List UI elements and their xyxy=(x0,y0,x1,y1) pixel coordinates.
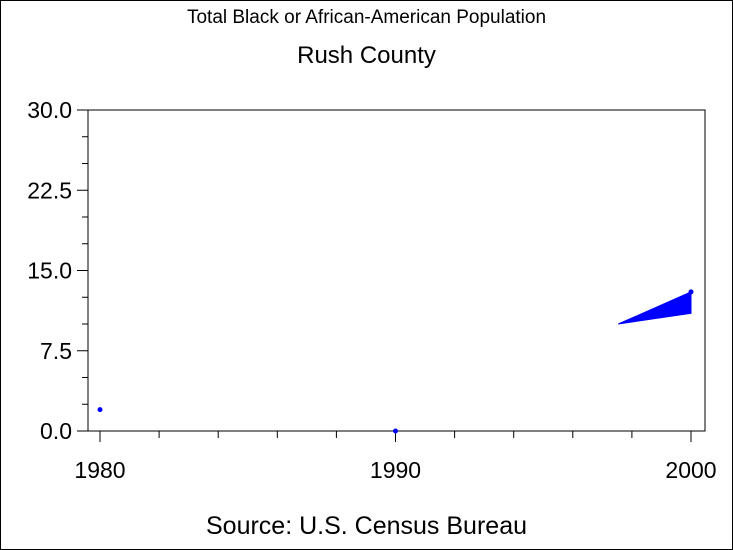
y-tick-label: 15.0 xyxy=(27,258,72,284)
y-tick-label: 22.5 xyxy=(27,177,72,203)
y-axis: 0.0 7.5 15.0 22.5 30.0 xyxy=(27,97,88,444)
x-tick-label: 1990 xyxy=(370,457,421,483)
y-tick-label: 30.0 xyxy=(27,97,72,123)
chart-title: Total Black or African-American Populati… xyxy=(186,7,547,28)
chart-footnote: Source: U.S. Census Bureau xyxy=(206,512,527,540)
data-point xyxy=(97,407,103,413)
x-tick-label: 1980 xyxy=(74,457,125,483)
chart-subtitle: Rush County xyxy=(297,42,436,69)
series-marks xyxy=(97,289,694,434)
y-tick-label: 0.0 xyxy=(40,418,72,444)
y-tick-label: 7.5 xyxy=(40,338,72,364)
x-axis: 1980 1990 2000 xyxy=(74,431,717,483)
plot-area xyxy=(87,109,706,432)
data-point xyxy=(393,428,398,434)
x-tick-label: 2000 xyxy=(665,457,716,483)
series-segment xyxy=(618,291,692,325)
data-point xyxy=(688,289,694,295)
